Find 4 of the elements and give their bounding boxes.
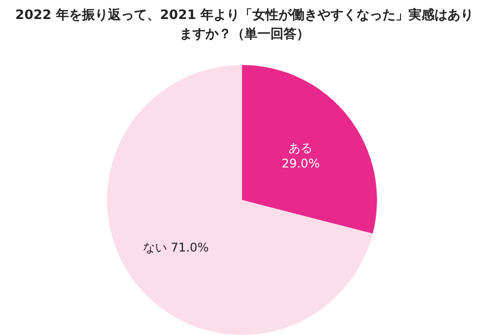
data-label: 29.0% bbox=[282, 156, 320, 171]
slice-label: ある bbox=[288, 141, 313, 156]
chart-title: 2022 年を振り返って、2021 年より「女性が働きやすくなった」実感はありますか？（単一回答） bbox=[14, 6, 475, 44]
slice-label: ない 71.0% bbox=[142, 240, 209, 254]
